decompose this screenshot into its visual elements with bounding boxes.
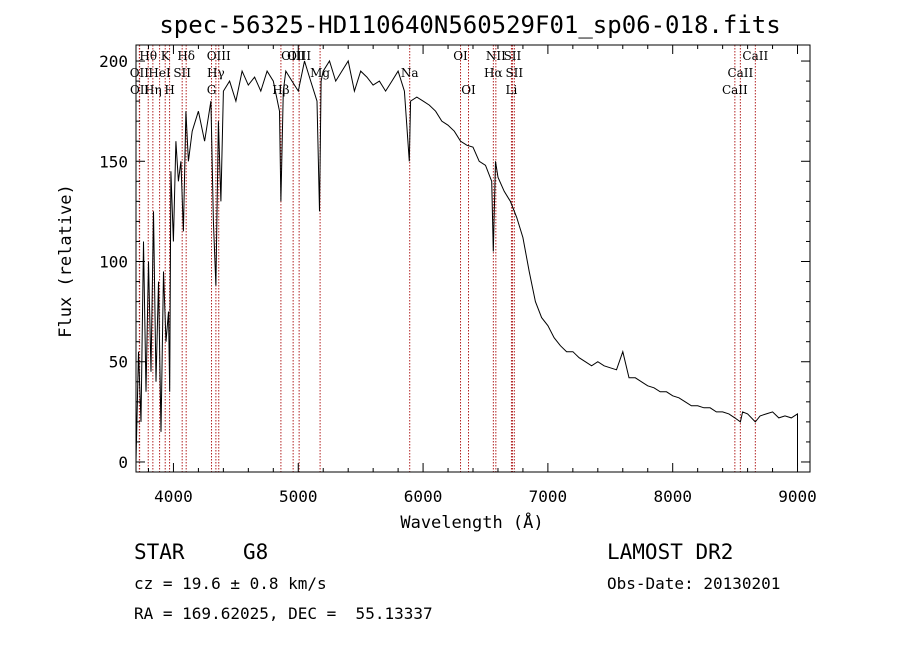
spectral-line-label: OIII <box>281 49 305 63</box>
spectrum-line <box>135 59 798 466</box>
spectral-line-label: OIII <box>207 49 231 63</box>
x-tick-label: 4000 <box>154 487 193 506</box>
spectral-line-label: Hθ <box>139 49 157 63</box>
x-tick-label: 7000 <box>529 487 568 506</box>
spectral-line-label: CaII <box>727 66 753 80</box>
spectral-line-label: OI <box>453 49 468 63</box>
spectral-line-label: H <box>164 83 174 97</box>
spectral-line-label: Li <box>506 83 518 97</box>
survey-name: LAMOST DR2 <box>607 540 734 564</box>
y-tick-label: 100 <box>99 253 128 272</box>
spectral-line-label: Na <box>401 66 419 80</box>
x-axis-label: Wavelength (Å) <box>400 511 543 533</box>
spectral-line-label: SII <box>504 49 522 63</box>
spectral-line-label: Hγ <box>207 66 225 80</box>
spectral-line-label: OII <box>130 66 150 80</box>
spectral-line-markers <box>138 45 756 472</box>
spectral-line-label: HeI <box>148 66 171 80</box>
redshift-velocity: cz = 19.6 ± 0.8 km/s <box>134 574 327 593</box>
x-tick-label: 5000 <box>279 487 318 506</box>
spectral-line-label: CaII <box>722 83 748 97</box>
x-tick-label: 6000 <box>404 487 443 506</box>
x-tick-label: 9000 <box>778 487 817 506</box>
spectral-line-label: G <box>207 83 217 97</box>
y-tick-label: 200 <box>99 52 128 71</box>
spectral-line-label: Mg <box>310 66 330 80</box>
spectral-line-label: CaII <box>742 49 768 63</box>
spectral-line-label: Hδ <box>177 49 195 63</box>
y-tick-label: 50 <box>109 353 128 372</box>
y-tick-label: 0 <box>118 453 128 472</box>
spectral-line-label: K <box>161 49 171 63</box>
spectral-line-label: SII <box>505 66 523 80</box>
y-tick-label: 150 <box>99 152 128 171</box>
y-axis-ticks: 0 50 100 150 200 <box>99 52 810 472</box>
spectral-line-label: OIII <box>287 49 311 63</box>
observation-date: Obs-Date: 20130201 <box>607 574 781 593</box>
spectral-line-label: Hα <box>484 66 503 80</box>
spectral-line-label: OI <box>461 83 476 97</box>
chart-title: spec-56325-HD110640N560529F01_sp06-018.f… <box>159 11 780 39</box>
spectral-line-label: Hη <box>144 83 162 97</box>
x-tick-label: 8000 <box>653 487 692 506</box>
coordinates: RA = 169.62025, DEC = 55.13337 <box>134 604 433 623</box>
x-axis-ticks: 4000 5000 6000 7000 8000 9000 <box>147 45 817 506</box>
spectral-line-label: SII <box>173 66 191 80</box>
y-axis-label: Flux (relative) <box>56 184 76 338</box>
spectral-line-label: NII <box>486 49 506 63</box>
spectral-line-label: OII <box>130 83 150 97</box>
object-subclass: G8 <box>243 540 269 564</box>
object-class: STAR <box>134 540 185 564</box>
spectral-line-label: Hβ <box>272 83 289 97</box>
